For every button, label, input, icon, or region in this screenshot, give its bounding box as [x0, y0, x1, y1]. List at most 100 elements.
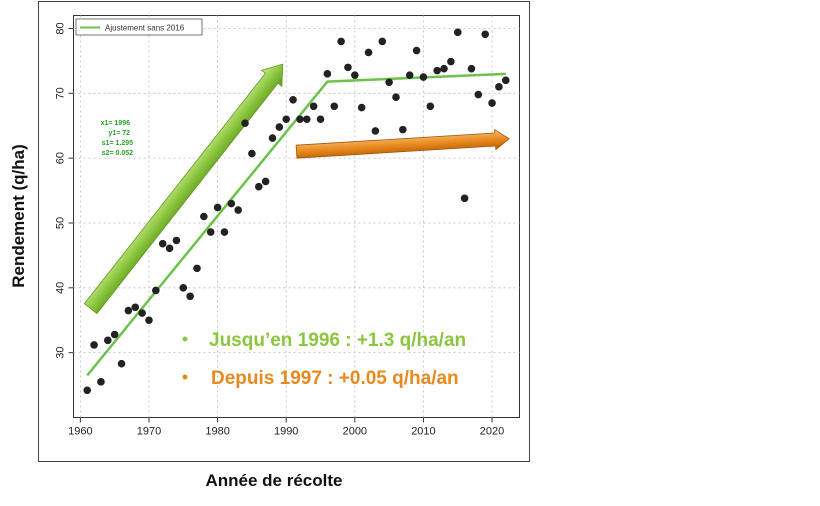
annotation-since-1997: Depuis 1997 : +0.05 q/ha/an	[211, 368, 459, 389]
plot-area	[73, 15, 520, 418]
data-point	[90, 341, 98, 349]
data-point	[419, 73, 428, 81]
data-point	[337, 37, 345, 46]
data-point	[309, 102, 318, 111]
data-point	[405, 71, 414, 79]
y-tick-label: 80	[55, 22, 67, 34]
data-point	[495, 83, 503, 91]
y-tick-label: 70	[55, 87, 67, 99]
x-tick-label: 1970	[137, 426, 161, 438]
trend-arrow-orange	[295, 128, 510, 159]
fit-param-x1: x1= 1996	[101, 120, 130, 127]
data-point	[145, 316, 153, 325]
data-point	[447, 57, 455, 66]
y-tick-label: 30	[55, 347, 67, 359]
data-point	[200, 212, 208, 221]
fit-params: x1= 1996 y1= 72 s1= 1.295 s2= 0.052	[101, 120, 134, 157]
data-point	[302, 115, 311, 124]
data-point	[275, 123, 284, 131]
data-point	[248, 149, 256, 158]
fit-param-y1: y1= 72	[108, 130, 130, 137]
trend-arrows	[83, 63, 510, 315]
data-point	[152, 286, 160, 295]
legend-box	[75, 18, 203, 36]
data-point	[344, 63, 352, 72]
data-point	[131, 303, 140, 312]
data-point	[138, 309, 146, 317]
data-point	[220, 228, 229, 236]
annotation-bullet-green	[182, 336, 188, 342]
data-point	[261, 177, 270, 186]
fit-line	[86, 72, 506, 377]
data-point	[83, 386, 92, 395]
data-point	[254, 182, 263, 191]
data-point	[453, 28, 462, 37]
data-point	[241, 119, 249, 127]
data-point	[371, 127, 380, 135]
data-point	[426, 102, 435, 111]
data-point	[433, 66, 441, 75]
annotation-until-1996: Jusqu’en 1996 : +1.3 q/ha/an	[209, 330, 466, 351]
x-axis-title: Année de récolte	[206, 471, 343, 490]
data-point	[117, 359, 126, 368]
data-point	[351, 71, 359, 79]
data-point	[501, 76, 510, 85]
data-point	[179, 284, 188, 292]
data-point	[378, 37, 387, 46]
fit-line-group	[86, 72, 506, 377]
data-point	[124, 306, 133, 315]
arrow-shape	[83, 63, 284, 315]
data-point	[206, 228, 215, 236]
fit-param-s1: s1= 1.295	[102, 140, 133, 147]
data-point	[323, 70, 332, 78]
y-tick-label: 60	[55, 152, 67, 164]
data-point	[296, 115, 304, 124]
arrow-shape	[295, 128, 510, 159]
data-point	[186, 292, 194, 301]
data-point	[97, 378, 105, 386]
data-point	[474, 90, 483, 99]
data-point	[460, 194, 469, 203]
axis-ticks: 1960 1970 1980 1990 2000 2010 2020 30 40 50 60 70 80	[55, 22, 505, 437]
data-point	[467, 64, 476, 73]
data-point	[488, 99, 496, 107]
legend: Ajustement sans 2016	[75, 18, 203, 36]
data-point	[316, 115, 325, 124]
x-tick-label: 2000	[343, 426, 367, 438]
data-point	[330, 102, 339, 111]
x-tick-label: 1960	[68, 426, 92, 438]
data-point	[110, 330, 119, 339]
annotation-bullet-orange	[182, 374, 188, 380]
y-tick-label: 50	[55, 217, 67, 229]
data-point	[172, 236, 181, 245]
data-point	[234, 206, 242, 214]
data-point	[364, 48, 373, 57]
data-points	[83, 28, 510, 395]
fit-param-s2: s2= 0.052	[102, 150, 133, 157]
data-point	[104, 336, 112, 345]
x-tick-label: 1980	[205, 426, 229, 438]
data-point	[289, 95, 297, 104]
data-point	[481, 30, 489, 39]
x-tick-label: 1990	[274, 426, 298, 438]
data-point	[193, 264, 201, 273]
data-point	[158, 239, 167, 248]
annotations: Jusqu’en 1996 : +1.3 q/ha/an Depuis 1997…	[182, 330, 466, 389]
data-point	[282, 115, 291, 124]
data-point	[165, 244, 174, 253]
y-axis-title: Rendement (q/ha)	[9, 144, 28, 288]
data-point	[392, 93, 400, 101]
legend-label: Ajustement sans 2016	[105, 24, 185, 33]
data-point	[357, 103, 366, 112]
data-point	[412, 46, 421, 55]
data-point	[268, 134, 277, 142]
x-tick-label: 2010	[411, 426, 435, 438]
data-point	[440, 64, 448, 73]
data-point	[227, 199, 236, 208]
x-tick-label: 2020	[480, 426, 504, 438]
y-tick-label: 40	[55, 282, 67, 294]
trend-arrow-green	[83, 63, 284, 315]
data-point	[385, 78, 393, 87]
data-point	[399, 125, 407, 134]
